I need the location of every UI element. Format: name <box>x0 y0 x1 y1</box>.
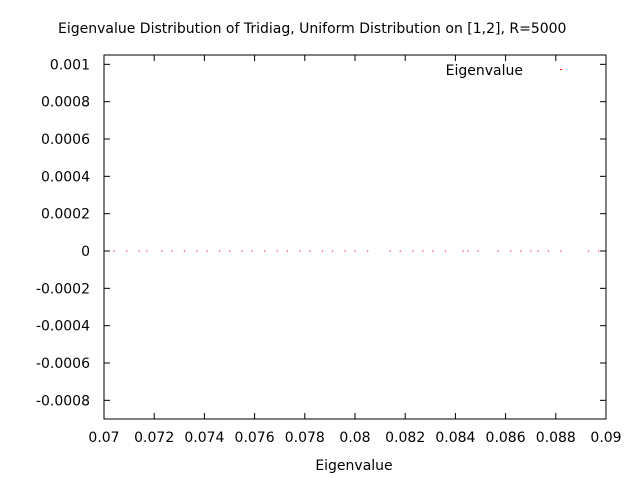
x-tick-label: 0.084 <box>435 430 475 446</box>
x-tick-label: 0.078 <box>285 430 325 446</box>
x-tick-label: 0.08 <box>339 430 370 446</box>
data-point <box>276 250 278 252</box>
data-point <box>206 250 208 252</box>
x-tick-label: 0.09 <box>590 430 621 446</box>
data-points <box>113 250 600 252</box>
data-point <box>537 250 539 252</box>
plot-frame <box>103 54 607 420</box>
data-point <box>467 250 469 252</box>
y-tick-label: -0.0006 <box>36 356 90 372</box>
x-axis: 0.07 0.072 0.074 0.076 0.078 0.08 0.082 0.084 0.… <box>88 55 622 446</box>
y-tick-label: 0.001 <box>50 57 90 73</box>
data-point <box>422 250 424 252</box>
data-point <box>321 250 324 252</box>
x-tick-label: 0.074 <box>184 430 224 446</box>
y-tick-label: 0.0006 <box>41 132 90 148</box>
data-point <box>196 250 198 252</box>
x-tick-label: 0.088 <box>536 430 576 446</box>
data-point <box>462 250 464 252</box>
data-point <box>597 250 600 252</box>
data-point <box>309 250 311 252</box>
chart-title: Eigenvalue Distribution of Tridiag, Unif… <box>58 21 566 37</box>
data-point <box>560 250 562 252</box>
data-point <box>412 250 414 252</box>
data-point <box>510 250 512 252</box>
y-tick-label: -0.0002 <box>36 281 90 297</box>
legend-marker-eigenvalue <box>560 69 562 70</box>
data-point <box>587 250 590 252</box>
data-point <box>146 250 148 252</box>
x-tick-label: 0.07 <box>88 430 119 446</box>
legend: Eigenvalue <box>446 63 562 79</box>
data-point <box>497 250 499 252</box>
data-point <box>354 250 356 252</box>
data-point <box>171 250 173 252</box>
x-tick-label: 0.086 <box>486 430 526 446</box>
y-tick-label: -0.0004 <box>36 319 90 335</box>
data-point <box>547 250 549 252</box>
data-point <box>367 250 369 252</box>
data-point <box>399 250 401 252</box>
x-tick-label: 0.072 <box>134 430 174 446</box>
data-point <box>161 250 163 252</box>
data-point <box>530 250 532 252</box>
data-point <box>218 250 221 252</box>
legend-label-eigenvalue: Eigenvalue <box>446 63 523 79</box>
y-tick-label: 0 <box>81 244 90 260</box>
data-point <box>477 250 479 252</box>
data-point <box>299 250 301 252</box>
y-axis: 0.001 0.0008 0.0006 0.0004 0.0002 0 -0.0002 -0.… <box>36 57 606 409</box>
y-tick-label: -0.0008 <box>36 393 90 409</box>
data-point <box>251 250 253 252</box>
data-point <box>389 250 391 252</box>
data-point <box>286 250 288 252</box>
data-point <box>264 250 266 252</box>
data-point <box>344 250 346 252</box>
data-point <box>183 250 186 252</box>
data-point <box>229 250 231 252</box>
x-axis-label: Eigenvalue <box>315 458 392 474</box>
x-tick-label: 0.082 <box>385 430 425 446</box>
y-tick-label: 0.0004 <box>41 169 90 185</box>
data-point <box>520 250 522 252</box>
data-point <box>241 250 243 252</box>
x-tick-label: 0.076 <box>235 430 275 446</box>
data-point <box>444 250 447 252</box>
y-tick-label: 0.0008 <box>41 95 90 111</box>
data-point <box>126 250 128 252</box>
data-point <box>331 250 334 252</box>
data-point <box>113 250 115 252</box>
y-tick-label: 0.0002 <box>41 207 90 223</box>
data-point <box>138 250 140 252</box>
data-point <box>432 250 434 252</box>
